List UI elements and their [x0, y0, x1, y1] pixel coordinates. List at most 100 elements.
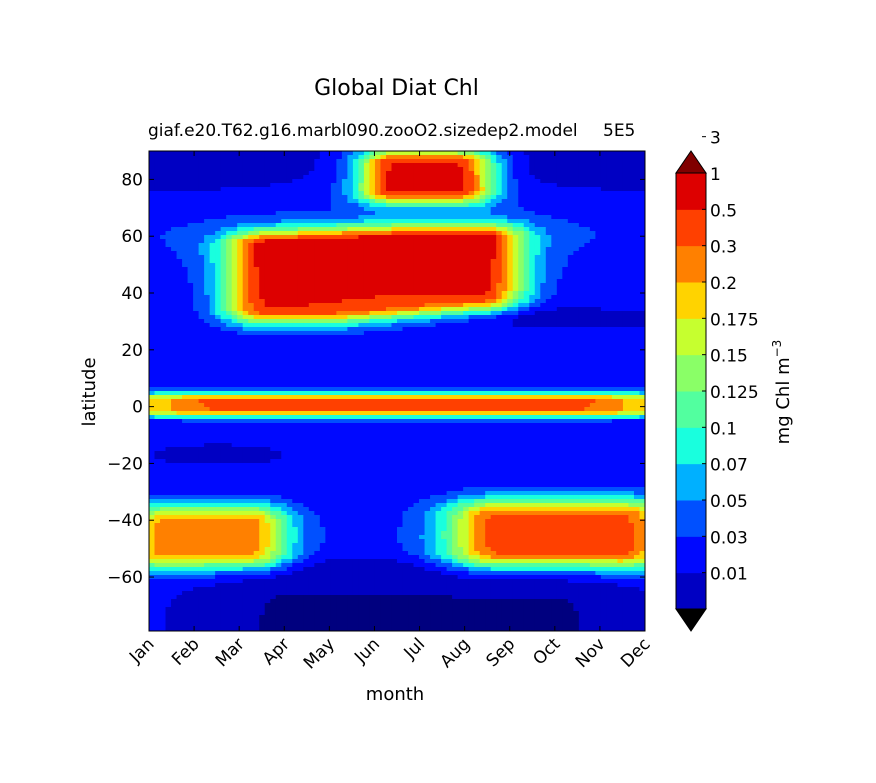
heat-cell [441, 343, 448, 348]
heat-cell [413, 183, 420, 188]
heat-cell [479, 335, 486, 340]
heat-cell [589, 175, 596, 180]
heat-cell [220, 267, 227, 272]
heat-cell [171, 243, 178, 248]
heat-cell [430, 271, 437, 276]
heat-cell [363, 171, 371, 176]
heat-cell [430, 355, 437, 360]
heat-cell [209, 167, 216, 172]
heat-cell [501, 263, 508, 268]
heat-cell [171, 303, 178, 308]
heat-cell [374, 195, 382, 200]
heat-cell [474, 351, 481, 356]
heat-cell [182, 235, 189, 240]
heat-cell [639, 363, 645, 368]
heat-cell [149, 311, 156, 316]
heat-cell [275, 227, 282, 232]
heat-cell [551, 259, 558, 264]
heat-cell [584, 151, 591, 156]
heat-cell [325, 191, 332, 196]
heat-cell [160, 287, 167, 292]
heat-cell [551, 335, 558, 340]
heat-cell [507, 315, 514, 320]
heat-cell [347, 167, 354, 172]
heat-cell [270, 175, 277, 180]
heat-cell [380, 167, 387, 172]
heat-cell [226, 203, 233, 208]
heat-cell [485, 151, 492, 156]
heat-cell [160, 275, 167, 280]
heat-cell [446, 183, 453, 188]
heat-cell [231, 259, 238, 264]
heat-cell [622, 307, 630, 312]
heat-cell [446, 155, 453, 160]
heat-cell [341, 239, 348, 244]
heat-cell [264, 155, 271, 160]
heat-cell [496, 315, 503, 320]
heat-cell [551, 299, 558, 304]
heat-cell [479, 291, 486, 296]
heat-cell [496, 367, 503, 372]
heat-cell [154, 151, 161, 156]
heat-cell [292, 271, 299, 276]
heat-cell [485, 195, 492, 200]
heat-cell [534, 255, 541, 260]
heat-cell [397, 271, 404, 276]
heat-cell [165, 207, 172, 212]
heat-cell [463, 171, 470, 176]
heat-cell [303, 363, 310, 368]
heat-cell [545, 319, 552, 324]
heat-cell [363, 279, 371, 284]
heat-cell [452, 191, 459, 196]
heat-cell [446, 199, 453, 204]
heat-cell [529, 347, 536, 352]
heat-cell [209, 175, 216, 180]
heat-cell [479, 227, 486, 232]
heat-cell [281, 251, 288, 256]
heat-cell [430, 223, 437, 228]
heat-cell [253, 203, 260, 208]
heat-cell [154, 319, 161, 324]
heat-cell [424, 235, 431, 240]
heat-cell [325, 199, 332, 204]
heat-cell [534, 319, 541, 324]
heat-cell [363, 239, 371, 244]
heat-cell [286, 319, 293, 324]
heat-cell [231, 191, 238, 196]
heat-cell [573, 335, 580, 340]
heat-cell [259, 179, 266, 184]
heat-cell [523, 291, 530, 296]
heat-cell [363, 183, 371, 188]
heat-cell [507, 151, 514, 156]
heat-cell [264, 231, 271, 236]
heat-cell [633, 279, 641, 284]
heat-cell [534, 335, 541, 340]
heat-cell [457, 363, 464, 368]
heat-cell [628, 323, 635, 328]
heat-cell [336, 159, 343, 164]
heat-cell [303, 199, 310, 204]
heat-cell [385, 183, 393, 188]
heat-cell [551, 355, 558, 360]
heat-cell [463, 211, 470, 216]
heat-cell [369, 167, 376, 172]
heat-cell [529, 191, 536, 196]
heat-cell [496, 355, 503, 360]
heat-cell [413, 295, 420, 300]
heat-cell [176, 331, 183, 336]
heat-cell [457, 271, 464, 276]
heat-cell [303, 159, 310, 164]
heat-cell [424, 291, 431, 296]
heat-cell [242, 179, 249, 184]
heat-cell [457, 171, 464, 176]
heat-cell [215, 235, 222, 240]
heat-cell [341, 223, 348, 228]
heat-cell [430, 339, 437, 344]
heat-cell [253, 183, 260, 188]
heat-cell [171, 239, 178, 244]
heat-cell [275, 171, 282, 176]
heat-cell [501, 299, 508, 304]
heat-cell [198, 327, 205, 332]
heat-cell [523, 259, 530, 264]
heat-cell [430, 299, 437, 304]
